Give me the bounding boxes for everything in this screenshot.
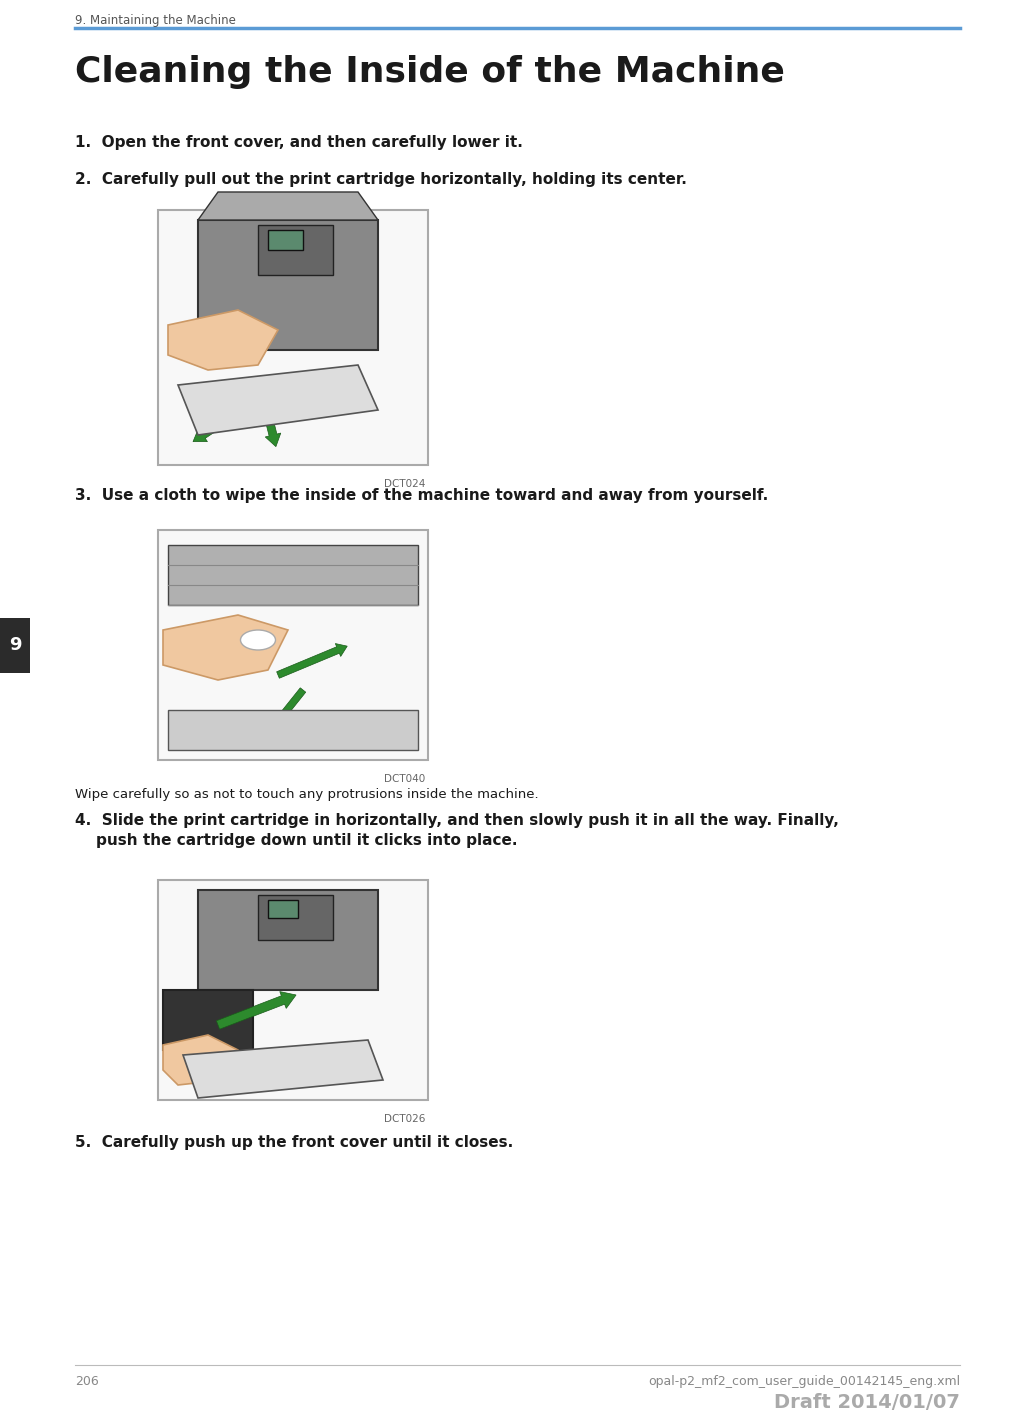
Text: Draft 2014/01/07: Draft 2014/01/07 [774,1393,960,1412]
Bar [268,230,303,250]
Polygon shape [178,365,378,435]
Bar [168,546,418,605]
Text: push the cartridge down until it clicks into place.: push the cartridge down until it clicks … [75,833,517,848]
Text: Wipe carefully so as not to touch any protrusions inside the machine.: Wipe carefully so as not to touch any pr… [75,789,539,801]
FancyArrow shape [264,414,281,446]
Polygon shape [198,192,378,220]
Text: 1.  Open the front cover, and then carefully lower it.: 1. Open the front cover, and then carefu… [75,135,523,151]
Text: Cleaning the Inside of the Machine: Cleaning the Inside of the Machine [75,55,785,90]
Bar [158,210,428,465]
Polygon shape [183,1040,383,1098]
FancyArrow shape [277,644,347,678]
Polygon shape [163,615,288,681]
Text: 9. Maintaining the Machine: 9. Maintaining the Machine [75,14,236,27]
Bar [158,880,428,1100]
Ellipse shape [240,630,276,649]
Bar [198,220,378,350]
Text: DCT026: DCT026 [384,1114,425,1124]
Bar [0,618,30,672]
Bar [158,530,428,760]
Text: 5.  Carefully push up the front cover until it closes.: 5. Carefully push up the front cover unt… [75,1135,513,1150]
Text: 3.  Use a cloth to wipe the inside of the machine toward and away from yourself.: 3. Use a cloth to wipe the inside of the… [75,487,768,503]
Text: 2.  Carefully pull out the print cartridge horizontally, holding its center.: 2. Carefully pull out the print cartridg… [75,172,687,188]
Text: 9: 9 [8,637,22,654]
Polygon shape [168,310,278,369]
Bar [163,990,253,1050]
Text: opal-p2_mf2_com_user_guide_00142145_eng.xml: opal-p2_mf2_com_user_guide_00142145_eng.… [648,1376,960,1388]
FancyArrow shape [277,688,305,723]
Bar [268,899,298,918]
FancyArrow shape [193,412,235,442]
Bar [258,225,333,276]
Text: DCT024: DCT024 [384,479,425,489]
Bar [258,895,333,941]
Polygon shape [163,1034,238,1086]
Bar [168,710,418,750]
Text: 4.  Slide the print cartridge in horizontally, and then slowly push it in all th: 4. Slide the print cartridge in horizont… [75,813,839,828]
Text: 206: 206 [75,1376,99,1388]
Bar [198,890,378,990]
Text: DCT040: DCT040 [384,774,425,784]
FancyArrow shape [217,992,296,1029]
